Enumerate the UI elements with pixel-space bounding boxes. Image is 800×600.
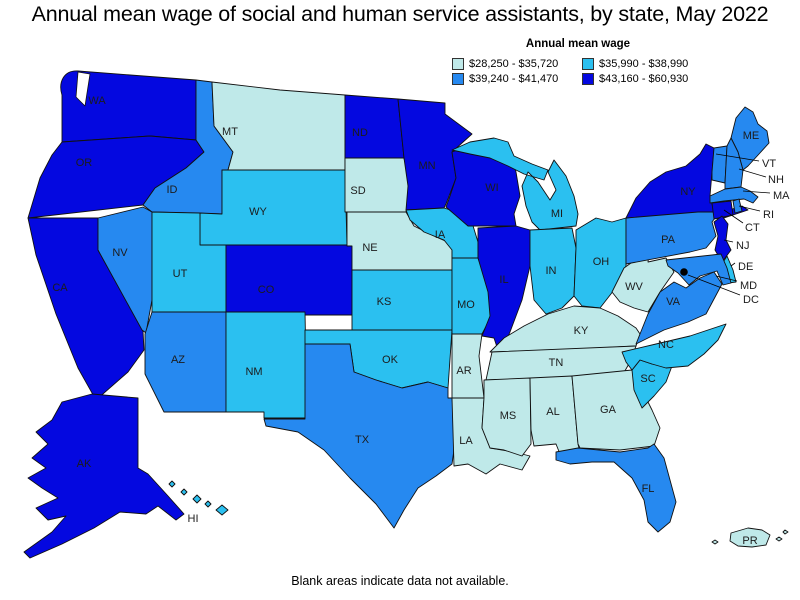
state-AL[interactable] [529, 375, 581, 455]
state-label-CT: CT [745, 222, 760, 234]
legend-label: $35,990 - $38,990 [599, 58, 689, 70]
legend-swatch [452, 58, 464, 70]
legend-item: $43,160 - $60,930 [582, 73, 704, 85]
state-VT[interactable] [711, 145, 728, 184]
state-TX[interactable] [263, 343, 457, 529]
state-label-DE: DE [738, 261, 753, 273]
legend-item: $39,240 - $41,470 [452, 73, 574, 85]
state-SD[interactable] [344, 157, 411, 213]
state-NJ[interactable] [713, 215, 732, 263]
legend-title: Annual mean wage [525, 38, 631, 50]
state-NC[interactable] [621, 323, 727, 371]
leader-line-MA [742, 190, 771, 194]
state-HI[interactable] [168, 480, 229, 516]
state-KS[interactable] [351, 269, 453, 331]
legend-item: $28,250 - $35,720 [452, 58, 574, 70]
legend-label: $28,250 - $35,720 [469, 58, 559, 70]
legend-label: $39,240 - $41,470 [469, 73, 559, 85]
state-MN[interactable] [397, 98, 473, 211]
leader-line-NH [738, 168, 767, 178]
state-label-VT: VT [762, 158, 776, 170]
state-label-DC: DC [743, 294, 759, 306]
state-CT[interactable] [711, 200, 734, 220]
legend: Annual mean wage $28,250 - $35,720 $35,99… [452, 38, 704, 85]
legend-swatch [452, 73, 464, 85]
state-FL[interactable] [555, 443, 677, 533]
state-NM[interactable] [225, 311, 308, 419]
state-label-MA: MA [773, 190, 790, 202]
leader-line-MD [715, 275, 738, 282]
state-AK[interactable] [23, 393, 185, 559]
state-label-MD: MD [740, 280, 757, 292]
state-ND[interactable] [344, 94, 405, 159]
state-WY[interactable] [199, 169, 348, 246]
state-IN[interactable] [529, 227, 577, 315]
state-DC-marker[interactable] [680, 268, 688, 276]
leader-line-NJ [723, 239, 734, 243]
state-AR[interactable] [451, 333, 485, 399]
legend-grid: $28,250 - $35,720 $35,990 - $38,990 $39,24… [452, 58, 704, 85]
state-MI[interactable] [451, 137, 579, 231]
legend-swatch [582, 58, 594, 70]
footnote: Blank areas indicate data not available. [291, 574, 509, 588]
state-MS[interactable] [481, 377, 532, 457]
state-MT[interactable] [211, 81, 346, 171]
state-AZ[interactable] [144, 311, 227, 413]
state-label-RI: RI [763, 209, 774, 221]
state-label-NH: NH [768, 174, 784, 186]
state-MD[interactable] [665, 253, 732, 286]
state-label-NJ: NJ [736, 240, 749, 252]
legend-label: $43,160 - $60,930 [599, 73, 689, 85]
leader-line-DE [730, 262, 736, 267]
legend-item: $35,990 - $38,990 [582, 58, 704, 70]
puget-sound-inlet [75, 71, 91, 107]
state-NV[interactable] [97, 206, 153, 334]
legend-swatch [582, 73, 594, 85]
state-RI[interactable] [732, 198, 743, 214]
leader-line-CT [723, 209, 744, 224]
state-PR[interactable] [711, 527, 789, 548]
page-title: Annual mean wage of social and human ser… [31, 2, 769, 26]
state-NH[interactable] [724, 137, 744, 190]
state-label-HI: HI [188, 513, 199, 525]
leader-line-DC [687, 274, 741, 296]
leader-line-VT [715, 153, 760, 162]
state-CO[interactable] [225, 244, 353, 316]
state-TN[interactable] [485, 345, 637, 381]
leader-line-RI [738, 205, 761, 212]
